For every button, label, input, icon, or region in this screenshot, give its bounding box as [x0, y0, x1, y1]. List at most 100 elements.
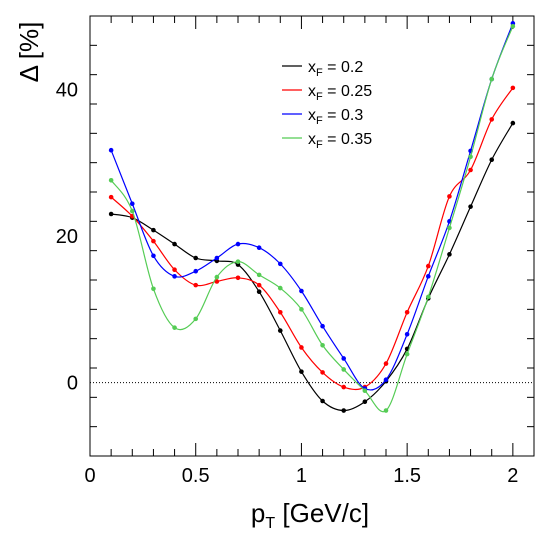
data-point [383, 377, 389, 383]
x-axis-label: pT [GeV/c] [251, 498, 369, 532]
data-point [362, 399, 368, 405]
data-point [277, 309, 283, 315]
data-point [193, 268, 199, 274]
series-0.2 [108, 120, 516, 413]
series-0.35 [108, 23, 516, 413]
data-point [425, 274, 431, 279]
data-point [299, 369, 304, 374]
data-point [172, 274, 177, 279]
y-axis-label: Δ [%] [14, 22, 44, 83]
data-point [320, 342, 325, 348]
data-point [214, 255, 220, 261]
data-point [235, 259, 241, 264]
data-point [172, 241, 177, 247]
data-point [193, 282, 199, 288]
data-point [489, 157, 495, 163]
data-point [108, 211, 114, 217]
data-point [193, 316, 199, 322]
data-point [383, 408, 389, 413]
data-point [299, 345, 304, 350]
legend-entry: xF = 0.3 [282, 107, 363, 127]
data-point [151, 227, 156, 233]
plot-frame-group [89, 15, 535, 457]
data-point [510, 23, 516, 29]
data-point [320, 323, 325, 329]
data-point [404, 331, 410, 337]
data-point [277, 285, 283, 291]
series-line [110, 87, 514, 391]
data-point [341, 384, 347, 390]
series-group [108, 21, 516, 413]
data-point [468, 154, 473, 160]
data-point [108, 177, 114, 183]
data-point [489, 76, 495, 82]
data-point [256, 245, 262, 251]
data-point [172, 267, 177, 273]
data-point [108, 194, 114, 200]
data-point [447, 252, 452, 257]
legend-label: xF = 0.25 [308, 83, 372, 103]
legend-label: xF = 0.35 [308, 131, 372, 151]
data-point [235, 275, 241, 281]
x-axis-label-rest: [GeV/c] [275, 498, 369, 528]
data-point [299, 288, 304, 294]
legend-label: xF = 0.2 [308, 59, 363, 79]
data-point [447, 225, 452, 231]
data-point [235, 241, 241, 247]
data-point [256, 282, 262, 288]
data-point [425, 263, 431, 269]
data-point [108, 147, 114, 153]
x-tick-label: 1 [296, 465, 307, 487]
data-point [277, 261, 283, 267]
legend-entry: xF = 0.25 [282, 83, 372, 103]
data-point [299, 307, 304, 312]
data-point [320, 398, 325, 404]
data-point [425, 294, 431, 300]
x-tick-label: 2 [507, 465, 518, 487]
series-0.25 [108, 85, 516, 391]
data-point [129, 201, 135, 207]
series-line [110, 23, 514, 391]
data-point [341, 367, 347, 372]
data-point [468, 167, 473, 173]
y-tick-label: 0 [67, 373, 78, 395]
data-point [172, 325, 177, 330]
data-point [129, 208, 135, 214]
data-point [256, 272, 262, 278]
series-0.3 [108, 21, 516, 391]
data-point [320, 370, 325, 375]
data-point [151, 286, 156, 292]
data-point [151, 238, 156, 244]
data-point [489, 117, 495, 122]
data-point [214, 274, 220, 280]
y-tick-label: 20 [56, 226, 78, 248]
data-point [277, 328, 283, 333]
data-point [468, 204, 473, 209]
x-tick-label: 0.5 [182, 465, 210, 487]
legend-label: xF = 0.3 [308, 107, 363, 127]
data-point [404, 309, 410, 315]
data-point [341, 356, 347, 361]
data-point [193, 255, 199, 261]
y-tick-label: 40 [56, 79, 78, 101]
legend-entry: xF = 0.35 [282, 131, 372, 151]
x-axis-label-main: p [251, 498, 265, 528]
data-point [510, 85, 516, 91]
x-axis-label-sub: T [265, 515, 275, 532]
data-point [214, 279, 220, 284]
legend-entry: xF = 0.2 [282, 59, 363, 79]
plot-frame [89, 15, 535, 457]
data-point [341, 408, 347, 413]
data-point [362, 388, 368, 394]
data-point [383, 361, 389, 366]
data-point [447, 194, 452, 199]
data-point [151, 253, 156, 259]
legend: xF = 0.2 xF = 0.25 xF = 0.3 xF = 0.35 [282, 59, 372, 151]
x-tick-label: 1.5 [393, 465, 421, 487]
data-point [256, 289, 262, 295]
x-tick-label: 0 [84, 465, 95, 487]
data-point [404, 351, 410, 357]
data-point [510, 120, 516, 126]
